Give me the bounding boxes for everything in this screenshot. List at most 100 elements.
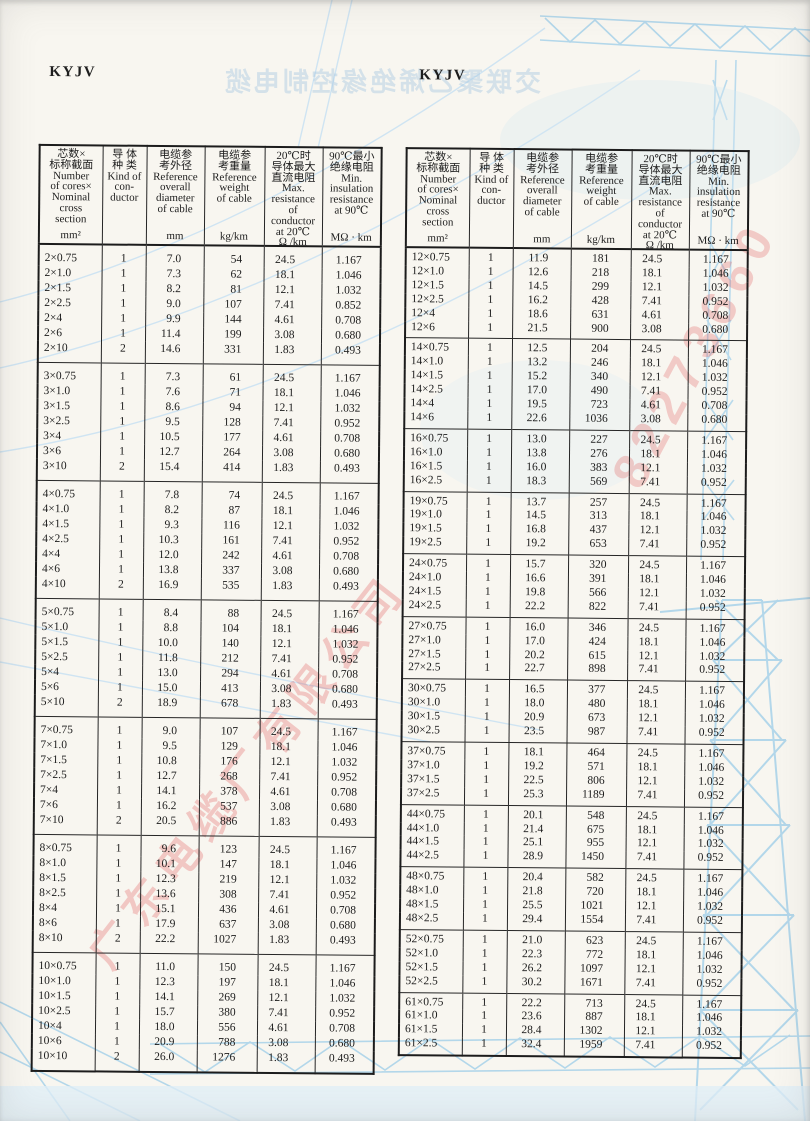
- spec-cell: 566: [567, 586, 628, 601]
- spec-cell: 19.8: [509, 585, 568, 601]
- spec-cell: 3.08: [259, 681, 319, 698]
- spec-cell: 1: [463, 849, 508, 868]
- spec-cell: 3.08: [261, 445, 321, 462]
- spec-cell: 61: [202, 363, 263, 386]
- spec-cell: 1021: [565, 899, 626, 915]
- spec-group: 2×0.75 1 7.0 54 24.5 1.167 2×1.0 1 7.3 62 18.1 1.04…: [38, 244, 381, 366]
- spec-cell: 0.952: [685, 601, 745, 620]
- spec-cell: 0.952: [688, 295, 748, 310]
- spec-cell: 128: [202, 415, 263, 431]
- spec-cell: 887: [564, 1010, 625, 1026]
- spec-cell: 1.167: [684, 744, 744, 762]
- spec-cell: 1: [96, 871, 141, 887]
- spec-cell: 0.952: [686, 538, 746, 557]
- spec-cell: 48×1.5: [406, 898, 439, 911]
- spec-cell: 1: [101, 296, 146, 312]
- spec-cell: 1.032: [681, 1025, 742, 1041]
- spec-cell: 14×1.5: [410, 369, 444, 382]
- spec-cell: 0.680: [319, 446, 380, 462]
- spec-cell: 27×0.75: [408, 619, 447, 633]
- spec-cell: 24×1.0: [408, 571, 442, 584]
- spec-cell: 61×1.5: [404, 1023, 438, 1036]
- spec-cell: 12.1: [259, 754, 318, 771]
- spec-cell: 1: [95, 916, 140, 932]
- spec-cell: 13.7: [510, 492, 569, 510]
- spec-cell: 1.032: [687, 371, 747, 387]
- spec-cell: 4×1.5: [42, 517, 70, 531]
- spec-cell: 1.167: [318, 600, 378, 623]
- spec-cell: 12×1.5: [411, 278, 444, 292]
- spec-cell: 7.41: [628, 475, 687, 494]
- spec-cell: 3.08: [256, 1035, 315, 1052]
- spec-cell: 5×0.75: [41, 605, 75, 619]
- spec-cell: 44×1.0: [406, 821, 440, 834]
- spec-cell: 1.167: [316, 836, 376, 859]
- spec-cell: 48×2.5: [405, 912, 439, 925]
- spec-cell: 1: [100, 399, 145, 415]
- spec-cell: 12.6: [512, 265, 571, 281]
- spec-cell: 1: [96, 783, 142, 799]
- spec-cell: 16.6: [509, 572, 568, 587]
- spec-cell: 7.41: [260, 651, 319, 668]
- spec-cell: 8×0.75: [39, 841, 72, 855]
- spec-cell: 0.952: [318, 652, 378, 668]
- spec-cell: 1.167: [682, 994, 742, 1013]
- spec-cell: 24.5: [624, 931, 683, 950]
- spec-cell: 0.952: [687, 385, 747, 401]
- spec-cell: 437: [568, 523, 629, 539]
- spec-cell: 1.167: [317, 718, 377, 741]
- spec-cell: 1: [462, 930, 507, 948]
- spec-cell: 772: [564, 948, 625, 963]
- spec-cell: 12.1: [630, 280, 689, 296]
- spec-cell: 0.952: [683, 789, 744, 808]
- spec-cell: 8.8: [142, 620, 201, 637]
- spec-cell: 556: [196, 1020, 258, 1036]
- spec-cell: 0.952: [320, 416, 380, 432]
- spec-cell: 150: [197, 953, 258, 976]
- spec-cell: 1: [101, 281, 146, 297]
- spec-cell: 16×1.0: [409, 445, 443, 459]
- spec-cell: 1: [101, 266, 146, 282]
- spec-cell: 0.708: [687, 399, 747, 415]
- spec-cell: 14.1: [140, 783, 200, 800]
- spec-cell: 16.8: [510, 523, 569, 538]
- spec-cell: 12.1: [628, 461, 687, 477]
- spec-cell: 1: [465, 554, 511, 573]
- power-wires: [0, 0, 713, 743]
- spec-cell: 1: [97, 680, 143, 696]
- spec-cell: 37×1.0: [407, 759, 440, 772]
- spec-cell: 723: [569, 398, 630, 414]
- spec-cell: 0.708: [321, 313, 381, 329]
- spec-row: 10×0.75 1 11.0 150 24.5 1.167: [32, 952, 375, 977]
- spec-cell: 10.1: [140, 856, 199, 873]
- spec-cell: 22.3: [506, 947, 565, 963]
- spec-cell: 8.2: [145, 281, 204, 298]
- spec-cell: 1.167: [683, 869, 743, 888]
- spec-cell: 22.7: [509, 662, 568, 681]
- spec-cell: 16×2.5: [409, 473, 443, 487]
- spec-cell: 5×4: [41, 665, 60, 679]
- spec-cell: 1: [466, 446, 512, 461]
- spec-cell: 1: [101, 311, 146, 327]
- spec-cell: 1: [467, 411, 512, 430]
- spec-cell: 21.0: [506, 930, 565, 949]
- spec-cell: 37×0.75: [407, 745, 446, 758]
- spec-cell: 15.2: [511, 370, 570, 385]
- spec-cell: 129: [199, 739, 260, 755]
- spec-cell: 2: [97, 695, 142, 718]
- spec-cell: 1.167: [321, 246, 381, 269]
- spec-cell: 1: [96, 834, 141, 857]
- spec-cell: 1.046: [682, 1011, 742, 1027]
- spec-cell: 24.5: [626, 743, 685, 762]
- spec-cell: 48×0.75: [406, 870, 445, 883]
- spec-cell: 212: [200, 651, 261, 667]
- spec-cell: 1: [466, 536, 511, 555]
- spec-cell: 18.1: [626, 760, 685, 776]
- spec-row: 7×10 2 20.5 886 1.83 0.493: [34, 813, 376, 838]
- spec-cell: 1: [99, 547, 144, 563]
- spec-cell: 10.8: [141, 753, 200, 770]
- spec-cell: 12.1: [625, 837, 684, 852]
- spec-cell: 10×6: [37, 1034, 62, 1048]
- spec-cell: 0.493: [320, 343, 380, 366]
- bottom-blue-wash: [0, 1086, 810, 1121]
